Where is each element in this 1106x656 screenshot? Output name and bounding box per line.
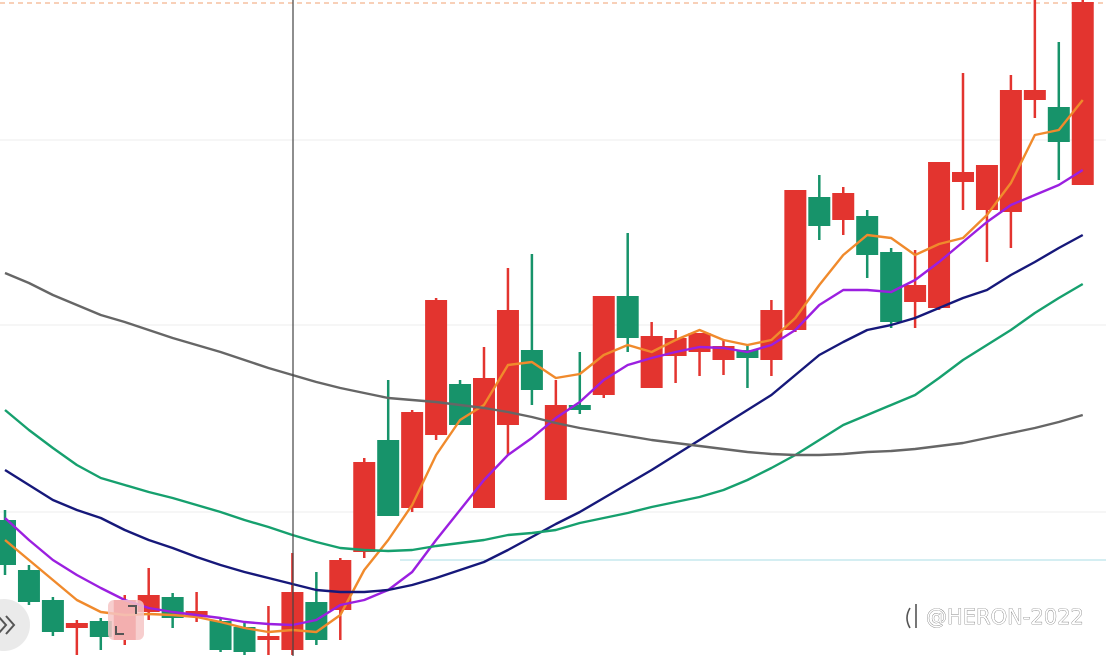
- candle-body: [329, 560, 352, 610]
- candle-body: [784, 190, 807, 330]
- candle-body: [975, 165, 998, 210]
- candle-body: [952, 172, 974, 182]
- candle-body: [568, 405, 591, 410]
- button-bg: [108, 600, 144, 640]
- corner-icon: [115, 605, 137, 635]
- ma-line: [4, 271, 1084, 457]
- candle-body: [880, 252, 903, 322]
- candle-body: [401, 412, 424, 508]
- candle-body: [1047, 107, 1070, 142]
- candle-body: [17, 570, 40, 602]
- candle-body: [928, 162, 951, 308]
- candle-body: [544, 405, 567, 500]
- scroll-button[interactable]: [0, 599, 30, 651]
- ma-line: [4, 99, 1084, 634]
- ma-line: [4, 282, 1084, 553]
- candle-body: [1071, 2, 1094, 185]
- candle-body: [353, 462, 376, 552]
- candle-body: [377, 440, 400, 516]
- ma-line: [4, 168, 1084, 627]
- watermark: @HERON-2022: [926, 605, 1084, 629]
- candle-body: [640, 336, 663, 388]
- candle-body: [89, 621, 112, 637]
- candle-body: [616, 296, 639, 338]
- candle-body: [209, 621, 232, 650]
- moving-averages: [4, 99, 1084, 634]
- candle-body: [233, 627, 256, 652]
- fullscreen-button[interactable]: [108, 600, 144, 640]
- candle-body: [257, 636, 280, 640]
- candle-body: [1023, 90, 1046, 100]
- candle-body: [808, 197, 831, 226]
- candle-body: [425, 300, 448, 435]
- candle-body: [904, 285, 927, 302]
- candle-body: [520, 350, 543, 390]
- candle-body: [760, 310, 783, 360]
- candle-body: [999, 90, 1022, 212]
- chevrons: [0, 615, 16, 635]
- candle-body: [736, 350, 759, 358]
- candle-body: [65, 623, 88, 628]
- candle-body: [832, 193, 855, 220]
- candle-body: [41, 600, 64, 632]
- candle-body: [592, 296, 615, 395]
- candle-body: [496, 310, 519, 425]
- watermark-logo: [906, 604, 917, 629]
